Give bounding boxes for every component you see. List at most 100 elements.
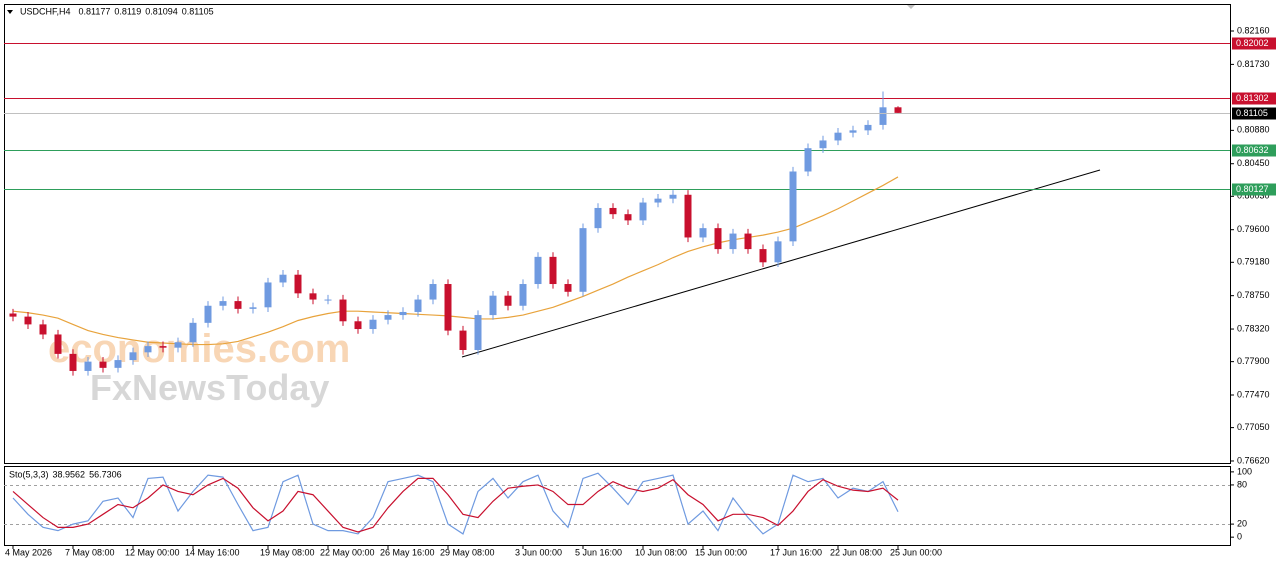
x-tick-label: 29 May 08:00 bbox=[440, 547, 495, 557]
x-tick-label: 15 Jun 00:00 bbox=[695, 547, 747, 557]
candle-body bbox=[54, 334, 62, 354]
candle-body bbox=[129, 352, 137, 361]
x-tick-label: 4 May 2026 bbox=[5, 547, 52, 557]
candle-body bbox=[309, 293, 317, 300]
candle-body bbox=[684, 194, 692, 238]
candle-body bbox=[444, 284, 452, 331]
indicator-y-tick-label: 0 bbox=[1237, 532, 1242, 542]
candle-body bbox=[234, 301, 242, 309]
y-tick-label: 0.76620 bbox=[1237, 455, 1270, 465]
candle-body bbox=[414, 299, 422, 312]
main-plot-frame bbox=[4, 4, 1231, 464]
candle-body bbox=[519, 284, 527, 306]
x-tick-label: 17 Jun 16:00 bbox=[770, 547, 822, 557]
candle-body bbox=[699, 228, 707, 238]
candle-body bbox=[879, 107, 887, 125]
y-tick-label: 0.78750 bbox=[1237, 290, 1270, 300]
candle-body bbox=[594, 207, 602, 229]
candle-body bbox=[504, 295, 512, 306]
indicator-signal-value: 56.7306 bbox=[89, 469, 122, 479]
current-price-label: 0.81105 bbox=[1236, 108, 1268, 118]
y-tick-label: 0.77470 bbox=[1237, 389, 1270, 399]
candle-body bbox=[819, 140, 827, 149]
shift-marker bbox=[907, 5, 915, 9]
x-tick-label: 12 May 00:00 bbox=[125, 547, 180, 557]
candle-body bbox=[714, 228, 722, 250]
candle-body bbox=[249, 307, 257, 309]
y-tick-label: 0.77050 bbox=[1237, 422, 1270, 432]
y-tick-label: 0.79600 bbox=[1237, 224, 1270, 234]
symbol-title: USDCHF,H4 bbox=[20, 6, 71, 16]
indicator-line bbox=[12, 477, 899, 533]
candle-body bbox=[774, 241, 782, 263]
candle-body bbox=[159, 346, 167, 348]
x-tick-label: 10 Jun 08:00 bbox=[635, 547, 687, 557]
x-tick-label: 25 Jun 00:00 bbox=[890, 547, 942, 557]
candle-body bbox=[549, 256, 557, 285]
candle-body bbox=[39, 324, 47, 335]
level-label: 0.80632 bbox=[1236, 145, 1269, 155]
candle-body bbox=[324, 299, 332, 301]
level-label-box bbox=[1232, 92, 1276, 105]
candle-body bbox=[84, 361, 92, 371]
candle-body bbox=[99, 361, 107, 368]
candle-body bbox=[24, 316, 32, 325]
candle-body bbox=[759, 249, 767, 263]
y-tick-label: 0.77900 bbox=[1237, 356, 1270, 366]
candle-body bbox=[9, 313, 17, 317]
header-open: 0.81177 bbox=[79, 6, 111, 16]
y-tick-label: 0.80450 bbox=[1237, 158, 1270, 168]
level-label: 0.82002 bbox=[1236, 38, 1269, 48]
x-tick-label: 7 May 08:00 bbox=[65, 547, 115, 557]
indicator-header: Sto(5,3,3) 38.9562 56.7306 bbox=[9, 469, 122, 479]
candle-body bbox=[339, 299, 347, 322]
candle-body bbox=[564, 284, 572, 292]
candle-body bbox=[789, 171, 797, 242]
candle-body bbox=[399, 311, 407, 316]
level-label: 0.80127 bbox=[1236, 184, 1269, 194]
indicator-frame bbox=[4, 466, 1231, 546]
watermark: economies.com bbox=[48, 327, 350, 371]
candle-body bbox=[369, 319, 377, 330]
indicator-title: Sto(5,3,3) bbox=[9, 469, 49, 479]
indicator-line bbox=[12, 472, 899, 535]
candle-body bbox=[609, 207, 617, 215]
candle-body bbox=[804, 148, 812, 172]
candle-body bbox=[144, 346, 152, 353]
candle-body bbox=[669, 194, 677, 199]
candle-body bbox=[384, 315, 392, 320]
candle-body bbox=[354, 321, 362, 330]
x-tick-label: 19 May 08:00 bbox=[260, 547, 315, 557]
candle-body bbox=[429, 284, 437, 300]
candle-body bbox=[849, 130, 857, 133]
candle-body bbox=[654, 198, 662, 203]
y-tick-label: 0.81730 bbox=[1237, 59, 1270, 69]
x-tick-label: 22 May 00:00 bbox=[320, 547, 375, 557]
candle-body bbox=[174, 342, 182, 348]
candle-body bbox=[294, 274, 302, 294]
candle-body bbox=[624, 214, 632, 221]
y-tick-label: 0.78320 bbox=[1237, 323, 1270, 333]
x-tick-label: 22 Jun 08:00 bbox=[830, 547, 882, 557]
x-tick-label: 3 Jun 00:00 bbox=[515, 547, 562, 557]
candle-body bbox=[579, 228, 587, 292]
trend-line bbox=[461, 169, 1101, 358]
candle-body bbox=[489, 295, 497, 316]
header: USDCHF,H4 0.81177 0.8119 0.81094 0.81105 bbox=[20, 6, 214, 16]
candle-body bbox=[474, 315, 482, 350]
candle-body bbox=[864, 124, 872, 131]
current-price-box bbox=[1232, 107, 1276, 120]
level-label: 0.81302 bbox=[1236, 93, 1269, 103]
indicator-y-tick-label: 80 bbox=[1237, 479, 1247, 489]
watermark: FxNewsToday bbox=[90, 367, 329, 408]
menu-arrow[interactable] bbox=[7, 10, 13, 14]
indicator-y-tick-label: 100 bbox=[1237, 466, 1252, 476]
indicator-y-tick-label: 20 bbox=[1237, 518, 1247, 528]
candle-body bbox=[189, 322, 197, 343]
level-label-box bbox=[1232, 37, 1276, 50]
candle-body bbox=[69, 353, 77, 371]
candle-body bbox=[894, 107, 902, 113]
x-tick-label: 14 May 16:00 bbox=[185, 547, 240, 557]
